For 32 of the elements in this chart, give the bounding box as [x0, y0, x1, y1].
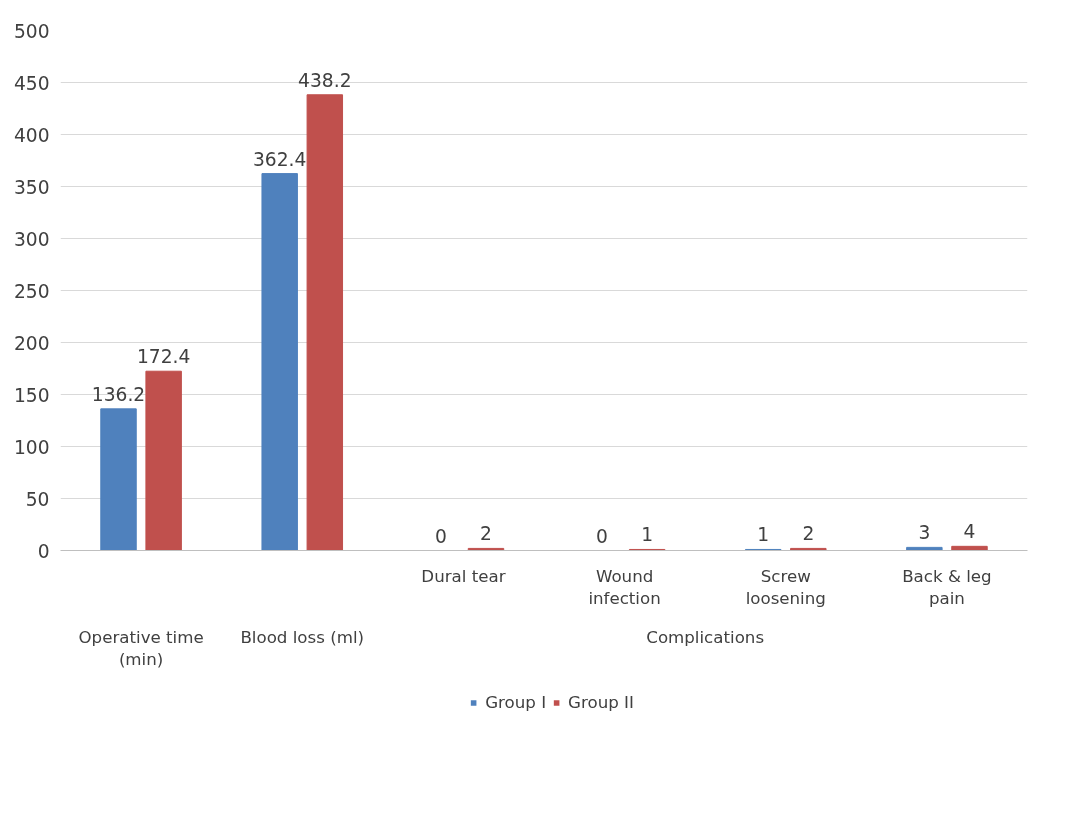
- data-label: 3: [918, 522, 931, 544]
- y-tick-label: 400: [13, 124, 50, 146]
- y-tick-label: 0: [37, 540, 50, 562]
- data-label: 2: [802, 523, 815, 545]
- y-tick-label: 200: [13, 332, 50, 354]
- y-tick-label: 350: [13, 176, 50, 198]
- x-tick-label: Screw loosening: [745, 566, 826, 609]
- data-label: 0: [596, 525, 608, 547]
- x-tick-label: Wound infection: [588, 566, 661, 609]
- y-tick-label: 500: [13, 20, 50, 42]
- x-tick-label: Back & leg pain: [902, 566, 992, 609]
- y-tick-label: 50: [25, 488, 50, 510]
- data-label: 4: [963, 521, 976, 543]
- text: Complications: [646, 627, 765, 647]
- x-tick-label: Operative time (min): [78, 627, 204, 670]
- data-label: 0: [434, 525, 447, 547]
- x-tick-label: Blood loss (ml): [240, 627, 365, 647]
- y-tick-label: 300: [13, 228, 50, 250]
- x-tick-label: Dural tear: [421, 566, 506, 586]
- y-tick-label: 450: [13, 72, 50, 94]
- y-tick-label: 250: [13, 280, 50, 302]
- y-tick-label: 150: [13, 384, 50, 406]
- legend-label: Group I: [485, 692, 547, 712]
- y-tick-label: 100: [13, 436, 50, 458]
- data-label: 438.2: [298, 69, 352, 91]
- data-label: 362.4: [252, 148, 307, 170]
- data-label: 172.4: [136, 346, 191, 368]
- data-label: 136.2: [91, 383, 146, 405]
- data-label: 1: [757, 524, 770, 546]
- legend-label: Group II: [568, 692, 634, 712]
- data-label: 2: [480, 523, 492, 545]
- data-label: 1: [641, 524, 654, 546]
